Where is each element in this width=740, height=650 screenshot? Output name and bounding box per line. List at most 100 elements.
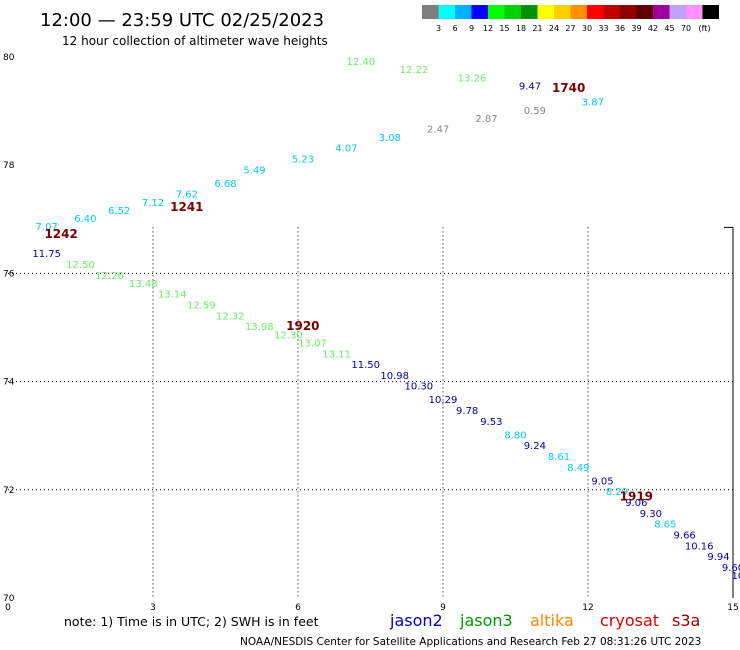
swh-point: 9.24 bbox=[524, 441, 546, 452]
swh-point: 8.29 bbox=[606, 487, 628, 498]
legend-swatch bbox=[587, 5, 604, 19]
satellite-cryosat: cryosat bbox=[600, 611, 659, 630]
swh-point: 13.14 bbox=[158, 290, 187, 301]
x-tick-label: 12 bbox=[582, 603, 593, 613]
legend-swatch bbox=[653, 5, 670, 19]
legend-swatch bbox=[620, 5, 637, 19]
legend-swatch bbox=[504, 5, 521, 19]
swh-point: 3.08 bbox=[379, 133, 401, 144]
footer-credit: NOAA/NESDIS Center for Satellite Applica… bbox=[240, 636, 701, 648]
legend-swatch bbox=[488, 5, 505, 19]
chart-title: 12:00 — 23:59 UTC 02/25/2023 bbox=[40, 10, 324, 31]
legend-label: 21 bbox=[532, 24, 542, 33]
pass-label: 1919 bbox=[620, 490, 653, 504]
legend-label: 9 bbox=[469, 24, 474, 33]
y-tick-label: 78 bbox=[3, 161, 15, 171]
legend-unit: (ft) bbox=[698, 24, 710, 33]
legend-label: 70 bbox=[681, 24, 691, 33]
swh-point: 8.65 bbox=[654, 520, 676, 531]
satellite-jason2: jason2 bbox=[389, 611, 443, 630]
swh-point: 11.50 bbox=[351, 360, 380, 371]
chart-axes: 70 72 74 76 78 80 0 3 6 9 12 15 bbox=[3, 53, 739, 613]
legend-label: 39 bbox=[631, 24, 641, 33]
pass-labels: 1740 1241 1242 1920 1919 bbox=[44, 81, 653, 503]
legend-label: 45 bbox=[664, 24, 674, 33]
swh-point: 9.66 bbox=[674, 530, 696, 541]
swh-point: 4.07 bbox=[335, 144, 357, 155]
legend-swatch bbox=[537, 5, 554, 19]
swh-point: 6.52 bbox=[108, 206, 130, 217]
swh-point: 10.29 bbox=[429, 395, 458, 406]
swh-point: 7.07 bbox=[36, 222, 58, 233]
legend-label: 18 bbox=[516, 24, 526, 33]
legend-swatch bbox=[686, 5, 703, 19]
swh-point: 5.23 bbox=[292, 154, 314, 165]
swh-point: 12.22 bbox=[400, 65, 429, 76]
swh-point: 10.98 bbox=[380, 371, 409, 382]
legend-label: 24 bbox=[549, 24, 559, 33]
legend-label: 42 bbox=[648, 24, 658, 33]
swh-point: 12.50 bbox=[66, 260, 95, 271]
legend-swatch bbox=[570, 5, 587, 19]
legend-label: 36 bbox=[615, 24, 625, 33]
swh-point: 10 bbox=[731, 571, 740, 582]
swh-point: 2.47 bbox=[427, 125, 449, 136]
y-tick-label: 76 bbox=[3, 269, 15, 279]
swh-point: 7.12 bbox=[142, 198, 164, 209]
swh-point: 3.87 bbox=[582, 98, 604, 109]
swh-point: 9.94 bbox=[707, 552, 729, 563]
swh-point: 9.78 bbox=[456, 406, 478, 417]
legend-label: 33 bbox=[598, 24, 608, 33]
legend-label: 6 bbox=[452, 24, 457, 33]
pass-label: 1920 bbox=[286, 319, 319, 333]
pass-label: 1241 bbox=[170, 200, 203, 214]
swh-point: 11.75 bbox=[32, 249, 61, 260]
pass-label: 1242 bbox=[44, 227, 77, 241]
satellite-legend: jason2 jason3 altika cryosat s3a bbox=[389, 611, 700, 630]
legend-label: 15 bbox=[499, 24, 509, 33]
swh-point: 12.30 bbox=[274, 330, 303, 341]
satellite-altika: altika bbox=[530, 611, 574, 630]
x-tick-label: 0 bbox=[5, 603, 11, 613]
swh-point: 5.49 bbox=[243, 165, 265, 176]
swh-point: 9.53 bbox=[480, 417, 502, 428]
legend-label: 30 bbox=[582, 24, 592, 33]
satellite-jason3: jason3 bbox=[459, 611, 513, 630]
y-tick-label: 80 bbox=[3, 53, 15, 63]
swh-point: 8.49 bbox=[567, 463, 589, 474]
swh-point: 6.68 bbox=[214, 179, 236, 190]
legend-label: 27 bbox=[565, 24, 575, 33]
swh-point: 12.32 bbox=[216, 311, 245, 322]
footer-note: note: 1) Time is in UTC; 2) SWH is in fe… bbox=[64, 614, 319, 629]
swh-point: 13.26 bbox=[458, 73, 487, 84]
swh-point: 10.30 bbox=[405, 382, 434, 393]
legend-swatch bbox=[455, 5, 472, 19]
swh-point: 12.26 bbox=[95, 271, 124, 282]
swh-point: 6.40 bbox=[74, 214, 96, 225]
legend-label: 3 bbox=[436, 24, 441, 33]
swh-point: 9.06 bbox=[625, 498, 647, 509]
legend-swatch bbox=[554, 5, 571, 19]
pass-label: 1740 bbox=[552, 81, 585, 95]
satellite-s3a: s3a bbox=[672, 611, 700, 630]
swh-point: 13.48 bbox=[129, 279, 158, 290]
swh-point: 9.05 bbox=[591, 476, 613, 487]
x-tick-label: 15 bbox=[727, 603, 738, 613]
y-tick-label: 70 bbox=[3, 594, 15, 604]
legend-swatch bbox=[669, 5, 686, 19]
legend-swatch bbox=[521, 5, 538, 19]
swh-point: 13.11 bbox=[322, 349, 351, 360]
swh-point: 9.60 bbox=[722, 563, 740, 574]
y-tick-label: 74 bbox=[3, 378, 15, 388]
x-tick-label: 6 bbox=[295, 603, 301, 613]
chart-grid bbox=[8, 226, 734, 598]
legend-swatch bbox=[702, 5, 719, 19]
swh-point: 2.87 bbox=[475, 114, 497, 125]
swh-point: 9.47 bbox=[519, 81, 541, 92]
legend-swatch bbox=[422, 5, 439, 19]
x-tick-label: 3 bbox=[150, 603, 156, 613]
swh-point: 12.40 bbox=[347, 57, 376, 68]
swh-point: 0.59 bbox=[524, 106, 546, 117]
wave-height-points: 12.40 12.22 13.26 9.47 3.87 0.59 2.87 2.47 3.08 4… bbox=[32, 57, 740, 582]
